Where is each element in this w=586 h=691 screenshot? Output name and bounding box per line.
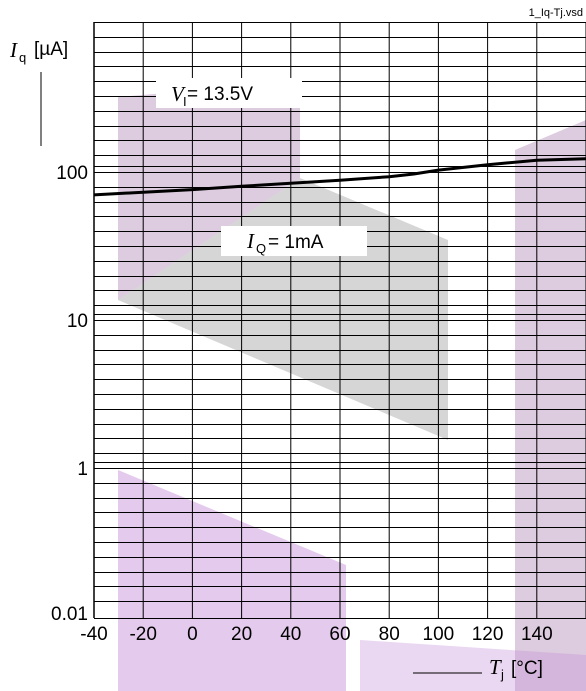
grid [93, 22, 586, 619]
svg-text:[°C]: [°C] [511, 658, 543, 679]
y-tick-label: 10 [67, 311, 88, 332]
y-tick-labels: 0.01 1 10 100 [51, 163, 88, 625]
series-line [93, 157, 586, 197]
x-axis-label: T j [°C] [489, 655, 543, 682]
svg-text:Q: Q [256, 241, 266, 256]
series-group [93, 157, 586, 197]
svg-text:q: q [19, 50, 26, 65]
svg-text:I: I [183, 94, 187, 109]
svg-text:I: I [246, 229, 255, 253]
watermark-shape [118, 470, 346, 691]
svg-text:T: T [489, 655, 502, 679]
x-tick-label: -40 [80, 624, 107, 645]
y-axis-label: I q [µA] [9, 38, 68, 65]
y-tick-label: 100 [56, 163, 88, 184]
watermark-shape [360, 640, 586, 691]
x-tick-label: -20 [129, 624, 156, 645]
watermark-shape [118, 82, 300, 300]
x-tick-label: 40 [280, 624, 301, 645]
y-tick-label: 1 [77, 459, 88, 480]
file-name: 1_Iq-Tj.vsd [529, 7, 583, 19]
y-tick-label: 0.01 [51, 604, 88, 625]
watermark-shape [515, 120, 586, 691]
watermark-logo [118, 82, 586, 691]
x-tick-label: 100 [423, 624, 455, 645]
x-tick-labels: -40 -20 0 20 40 60 80 100 120 140 [80, 624, 552, 645]
svg-text:I: I [9, 38, 18, 62]
x-tick-label: 120 [472, 624, 504, 645]
svg-text:= 1mA: = 1mA [268, 232, 324, 253]
svg-text:j: j [500, 667, 504, 682]
x-tick-label: 0 [187, 624, 198, 645]
svg-text:V: V [171, 82, 186, 106]
annotation-current: I Q = 1mA [221, 226, 367, 256]
x-tick-label: 80 [379, 624, 400, 645]
annotation-voltage: V I = 13.5V [156, 78, 302, 109]
x-tick-label: 20 [231, 624, 252, 645]
svg-text:[µA]: [µA] [34, 39, 68, 60]
svg-text:= 13.5V: = 13.5V [187, 84, 253, 105]
x-tick-label: 140 [521, 624, 553, 645]
x-tick-label: 60 [329, 624, 350, 645]
